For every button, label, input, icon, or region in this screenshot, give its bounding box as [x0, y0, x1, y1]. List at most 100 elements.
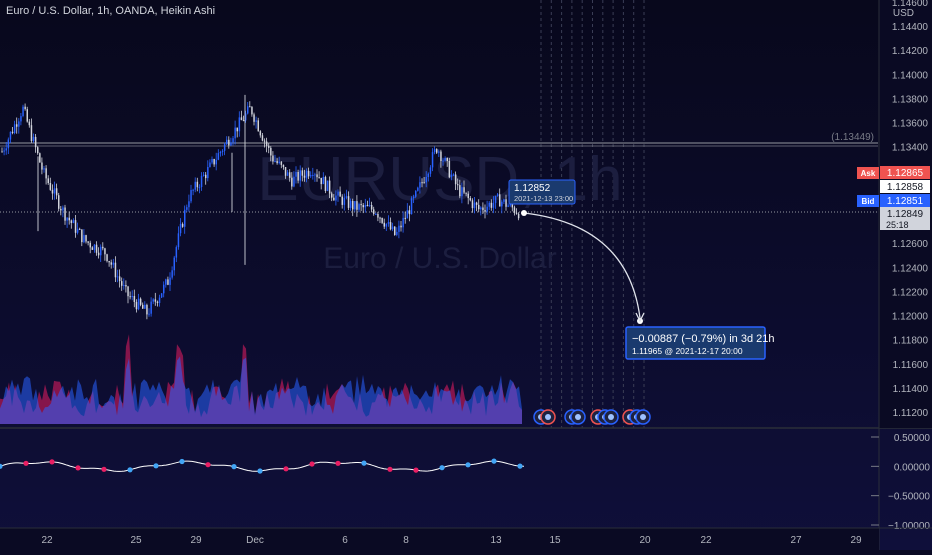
- candle-body: [236, 127, 238, 132]
- candle-body: [135, 302, 138, 310]
- economic-events[interactable]: [533, 409, 651, 425]
- candle-body: [457, 184, 459, 186]
- candle-body: [116, 276, 119, 278]
- price-tick-label: 1.13600: [892, 119, 929, 130]
- horizontal-level-label: (1.13449): [831, 132, 874, 143]
- oscillator-dot: [231, 464, 237, 470]
- candle-body: [423, 182, 425, 184]
- forecast-start-time: 2021-12-13 23:00: [514, 194, 573, 203]
- candle-body: [284, 167, 287, 176]
- candle-body: [320, 177, 322, 185]
- candle-body: [211, 159, 213, 163]
- candle-body: [486, 206, 488, 212]
- candle-body: [41, 162, 43, 170]
- oscillator-dot: [179, 458, 185, 465]
- price-tick-label: 1.14200: [892, 46, 929, 57]
- time-axis[interactable]: [0, 528, 879, 550]
- bid-price: 1.12851: [887, 196, 924, 207]
- event-marker-dot: [640, 414, 646, 420]
- candle-body: [318, 177, 320, 179]
- candle-body: [142, 304, 144, 309]
- candle-body: [482, 207, 484, 211]
- time-tick-label: 8: [403, 535, 409, 546]
- candle-body: [326, 180, 329, 191]
- candle-body: [501, 201, 503, 207]
- candle-body: [507, 205, 509, 207]
- symbol-title[interactable]: Euro / U.S. Dollar, 1h, OANDA, Heikin As…: [6, 5, 215, 17]
- candle-body: [272, 155, 274, 162]
- candle-body: [175, 247, 178, 258]
- candle-body: [123, 285, 125, 286]
- candle-body: [121, 281, 123, 286]
- price-tick-label: 1.13400: [892, 143, 929, 154]
- candle-body: [328, 180, 331, 194]
- candle-body: [400, 225, 402, 228]
- candle-body: [55, 188, 58, 196]
- candle-body: [232, 138, 234, 143]
- candle-body: [251, 106, 253, 115]
- candle-body: [5, 148, 7, 151]
- volume-blue-area: [0, 356, 522, 424]
- oscillator-tick-label: −1.00000: [888, 521, 930, 532]
- candle-body: [95, 244, 98, 253]
- time-tick-label: Dec: [246, 535, 264, 546]
- candle-body: [370, 205, 373, 210]
- candle-body: [343, 197, 346, 205]
- forecast-arrow-curve[interactable]: [523, 212, 641, 319]
- candle-body: [333, 197, 335, 201]
- candle-body: [24, 106, 26, 110]
- candle-body: [503, 199, 505, 202]
- candle-body: [406, 210, 409, 219]
- candle-body: [156, 301, 159, 303]
- candle-body: [70, 220, 73, 223]
- candle-body: [137, 298, 140, 310]
- candle-body: [108, 261, 110, 263]
- price-tick-label: 1.11600: [893, 360, 929, 371]
- candle-body: [513, 207, 516, 213]
- oscillator-dot: [439, 465, 445, 471]
- candle-body: [303, 175, 306, 178]
- candle-body: [316, 174, 318, 178]
- candle-body: [404, 217, 406, 219]
- candle-body: [228, 139, 230, 146]
- price-tick-label: 1.12000: [892, 312, 929, 323]
- last-price: 1.12858: [887, 182, 924, 193]
- time-tick-label: 13: [490, 535, 502, 546]
- candle-body: [429, 167, 432, 174]
- candle-body: [478, 204, 480, 210]
- price-ticks: 1.14600 1.14400 1.14200 1.14000 1.13800 1.136…: [892, 0, 929, 419]
- candle-body: [431, 152, 434, 168]
- event-marker-dot: [545, 414, 551, 420]
- volume-area: [0, 334, 522, 424]
- candle-body: [433, 149, 436, 153]
- candle-body: [114, 262, 117, 278]
- candle-body: [74, 220, 77, 233]
- candle-body: [148, 313, 150, 315]
- forecast-target-box[interactable]: −0.00887 (−0.79%) in 3d 21h 1.11965 @ 20…: [625, 326, 775, 360]
- candle-body: [32, 136, 35, 141]
- oscillator-dot: [465, 462, 471, 468]
- forecast-start-point[interactable]: [521, 210, 527, 216]
- ask-tag: Ask 1.12865: [857, 166, 930, 179]
- candle-body: [152, 299, 154, 302]
- candle-body: [79, 228, 81, 230]
- candle-body: [461, 187, 463, 197]
- bid-tag: Bid 1.12851: [857, 194, 930, 207]
- price-tick-label: 1.11400: [893, 384, 929, 395]
- forecast-start-box[interactable]: 1.12852 2021-12-13 23:00: [508, 179, 576, 205]
- candle-body: [297, 172, 299, 181]
- candle-body: [364, 205, 367, 208]
- candle-body: [354, 201, 356, 210]
- candle-body: [213, 159, 215, 165]
- candle-body: [97, 252, 100, 256]
- candle-body: [28, 121, 31, 126]
- candle-body: [139, 298, 142, 305]
- candle-body: [209, 162, 211, 167]
- candle-body: [278, 161, 280, 164]
- oscillator-axis[interactable]: 0.50000 0.00000 −0.50000 −1.00000: [871, 433, 930, 532]
- candle-body: [192, 189, 194, 191]
- candle-body: [454, 174, 457, 185]
- candle-body: [261, 135, 264, 141]
- oscillator-dot: [127, 467, 133, 473]
- candle-body: [335, 195, 337, 201]
